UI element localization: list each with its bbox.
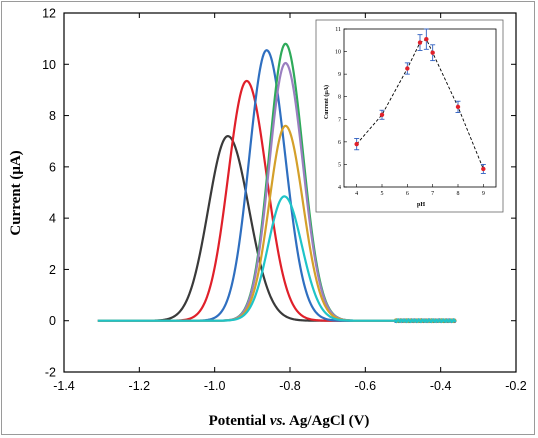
inset-y-tick-label: 8 <box>338 95 341 101</box>
main-x-tick-label: -1.4 <box>53 379 75 393</box>
main-x-tick-label: -0.2 <box>505 379 527 393</box>
inset-data-point <box>424 36 429 42</box>
main-axes: -1.4 -1.2 -1.0 -0.8 -0.6 -0.4 -0.2 -2 0 2 4 6 8 10 12 <box>42 7 527 394</box>
inset-y-tick-label: 5 <box>338 162 341 168</box>
inset-series <box>354 28 486 174</box>
inset-x-tick-label: 7 <box>431 191 434 197</box>
inset-y-tick-label: 10 <box>335 50 341 56</box>
main-x-tick-label: -1.2 <box>129 379 151 393</box>
x-label-part-3: Ag/AgCl (V) <box>286 413 369 429</box>
inset-x-tick-label: 9 <box>482 191 485 197</box>
inset-data-point <box>354 141 359 147</box>
inset-chart: 4 5 6 7 8 9 4 5 6 7 8 9 10 11 pH Current (μA) <box>315 19 504 213</box>
inset-x-tick-label: 8 <box>457 191 460 197</box>
main-x-axis-label: Potential vs. Ag/AgCl (V) <box>209 413 370 429</box>
inset-y-tick-label: 11 <box>335 27 341 33</box>
main-y-tick-label: 12 <box>42 7 56 21</box>
inset-y-axis-label: Current (μA) <box>323 85 330 119</box>
main-y-tick-label: 4 <box>49 212 56 226</box>
inset-data-point <box>405 66 410 71</box>
main-y-tick-label: 2 <box>49 263 56 277</box>
main-y-tick-label: 6 <box>49 160 56 174</box>
main-x-tick-label: -0.4 <box>430 379 452 393</box>
inset-x-axis-label: pH <box>417 202 425 208</box>
voltammogram-series-7 <box>97 195 457 324</box>
main-y-axis-label: Current (μA) <box>8 150 24 235</box>
main-y-tick-label: -2 <box>45 366 56 380</box>
main-x-tick-label: -0.8 <box>279 379 301 393</box>
main-x-tick-label: -1.0 <box>204 379 226 393</box>
inset-y-tick-label: 6 <box>338 140 341 146</box>
inset-plot-frame <box>343 28 497 188</box>
main-y-tick-label: 10 <box>42 58 56 72</box>
main-y-tick-label: 0 <box>49 314 56 328</box>
inset-data-point <box>430 50 435 55</box>
main-x-tick-label: -0.6 <box>355 379 377 393</box>
inset-background <box>315 19 504 213</box>
inset-data-point <box>481 166 486 172</box>
inset-y-tick-label: 9 <box>338 72 341 78</box>
inset-y-tick-label: 4 <box>338 185 341 191</box>
x-label-part-1: Potential <box>209 413 270 429</box>
x-label-part-2: vs. <box>270 413 286 429</box>
inset-data-point <box>417 40 423 45</box>
inset-data-point <box>455 104 461 110</box>
inset-dashed-line <box>356 38 484 170</box>
inset-x-tick-label: 5 <box>381 191 384 197</box>
inset-data-point <box>379 112 385 117</box>
inset-x-tick-label: 6 <box>406 191 409 197</box>
inset-x-tick-label: 4 <box>355 191 358 197</box>
main-y-tick-label: 8 <box>49 109 56 123</box>
inset-axes: 4 5 6 7 8 9 4 5 6 7 8 9 10 11 <box>335 27 497 197</box>
inset-y-tick-label: 7 <box>338 117 341 123</box>
main-series <box>97 42 457 324</box>
